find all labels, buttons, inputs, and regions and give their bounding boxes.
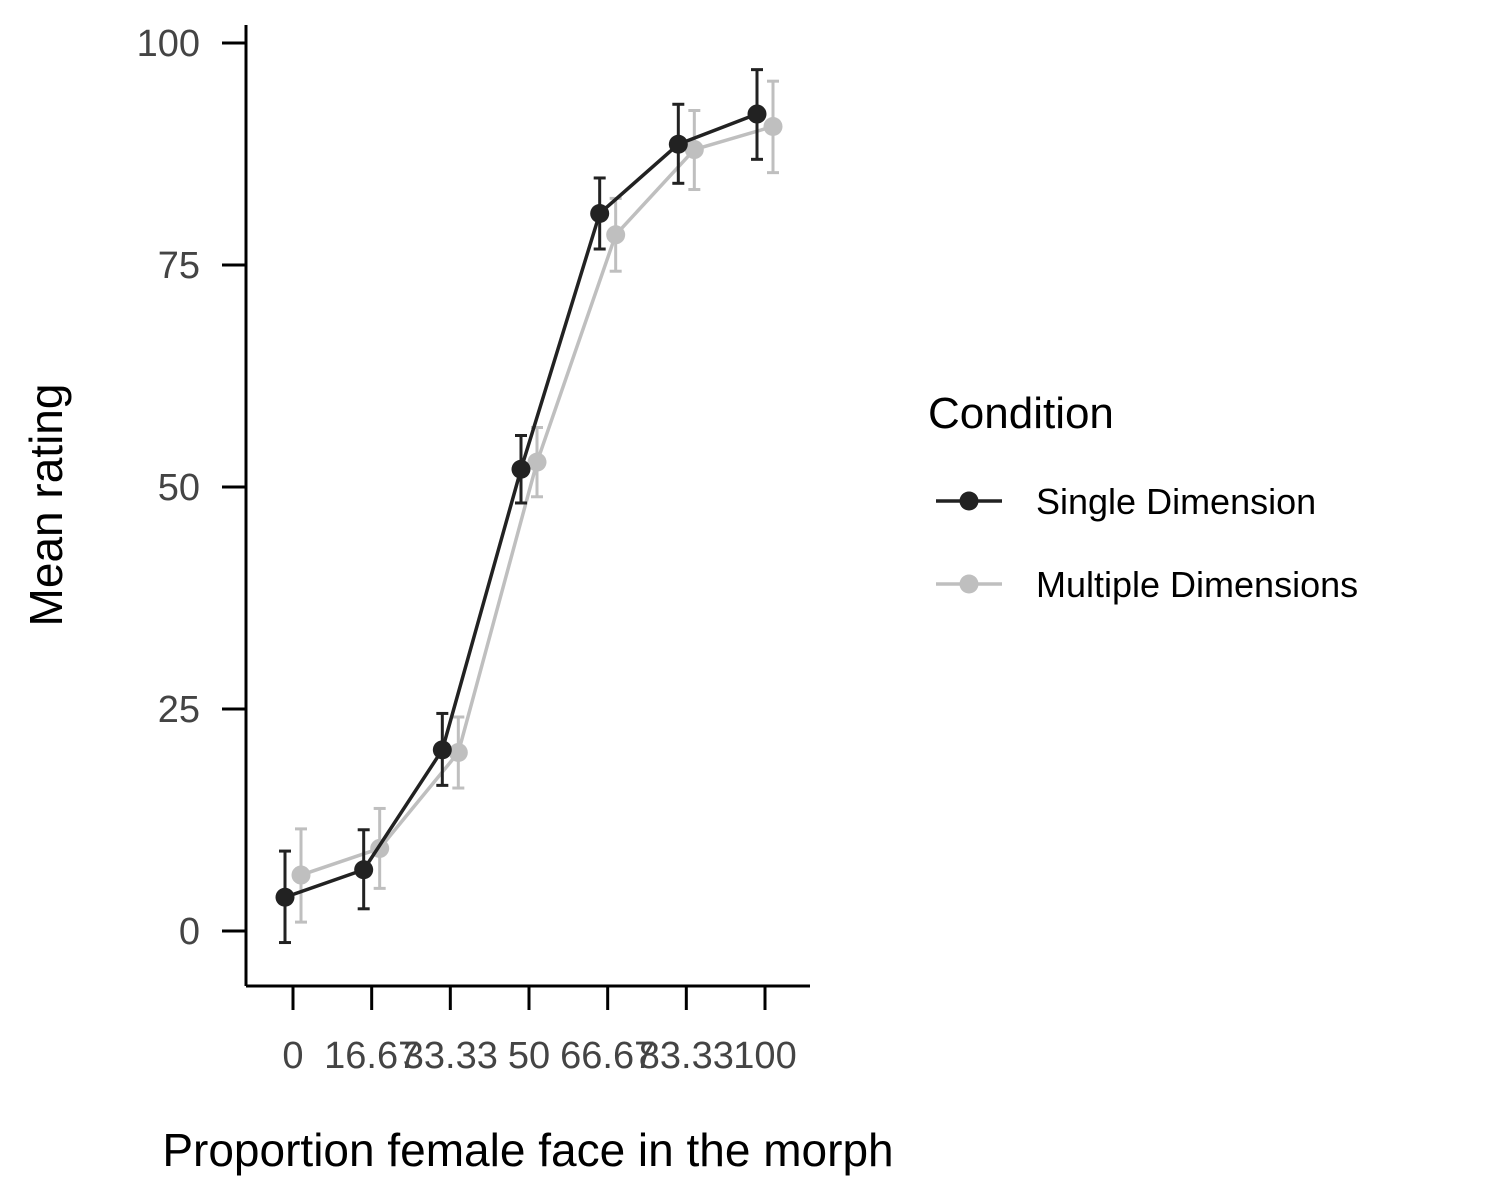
y-tick-label: 0 — [179, 911, 200, 953]
y-axis-title: Mean rating — [20, 384, 72, 627]
data-point — [684, 140, 704, 160]
x-tick-label: 100 — [733, 1035, 796, 1077]
data-point — [747, 104, 767, 124]
x-tick-label: 33.33 — [403, 1035, 498, 1077]
y-tick-label: 75 — [158, 245, 200, 287]
data-point — [432, 740, 452, 760]
x-tick-label: 16.67 — [324, 1035, 419, 1077]
x-tick-label: 0 — [282, 1035, 303, 1077]
data-point — [448, 743, 468, 763]
x-tick-label: 50 — [508, 1035, 550, 1077]
data-point — [354, 860, 374, 880]
legend-label: Multiple Dimensions — [1036, 564, 1358, 605]
legend-title: Condition — [928, 389, 1114, 438]
x-tick-label: 83.33 — [639, 1035, 734, 1077]
series-multiple-dimensions — [291, 79, 783, 924]
y-tick-label: 100 — [137, 23, 200, 65]
legend-label: Single Dimension — [1036, 481, 1316, 522]
y-tick-label: 25 — [158, 689, 200, 731]
series-single-dimension — [275, 68, 767, 945]
series-line — [284, 112, 758, 899]
data-point — [590, 203, 610, 223]
data-point — [763, 116, 783, 136]
legend-key-point — [959, 574, 979, 594]
legend: Single Dimension Multiple Dimensions — [936, 481, 1358, 605]
x-axis-title: Proportion female face in the morph — [162, 1124, 893, 1176]
data-point — [291, 865, 311, 885]
data-point — [511, 459, 531, 479]
data-point — [275, 887, 295, 907]
legend-key-point — [959, 491, 979, 511]
data-point — [668, 134, 688, 154]
data-point — [606, 225, 626, 245]
series-line — [300, 124, 774, 877]
y-tick-label: 50 — [158, 467, 200, 509]
data-point — [527, 452, 547, 472]
x-tick-label: 66.67 — [560, 1035, 655, 1077]
